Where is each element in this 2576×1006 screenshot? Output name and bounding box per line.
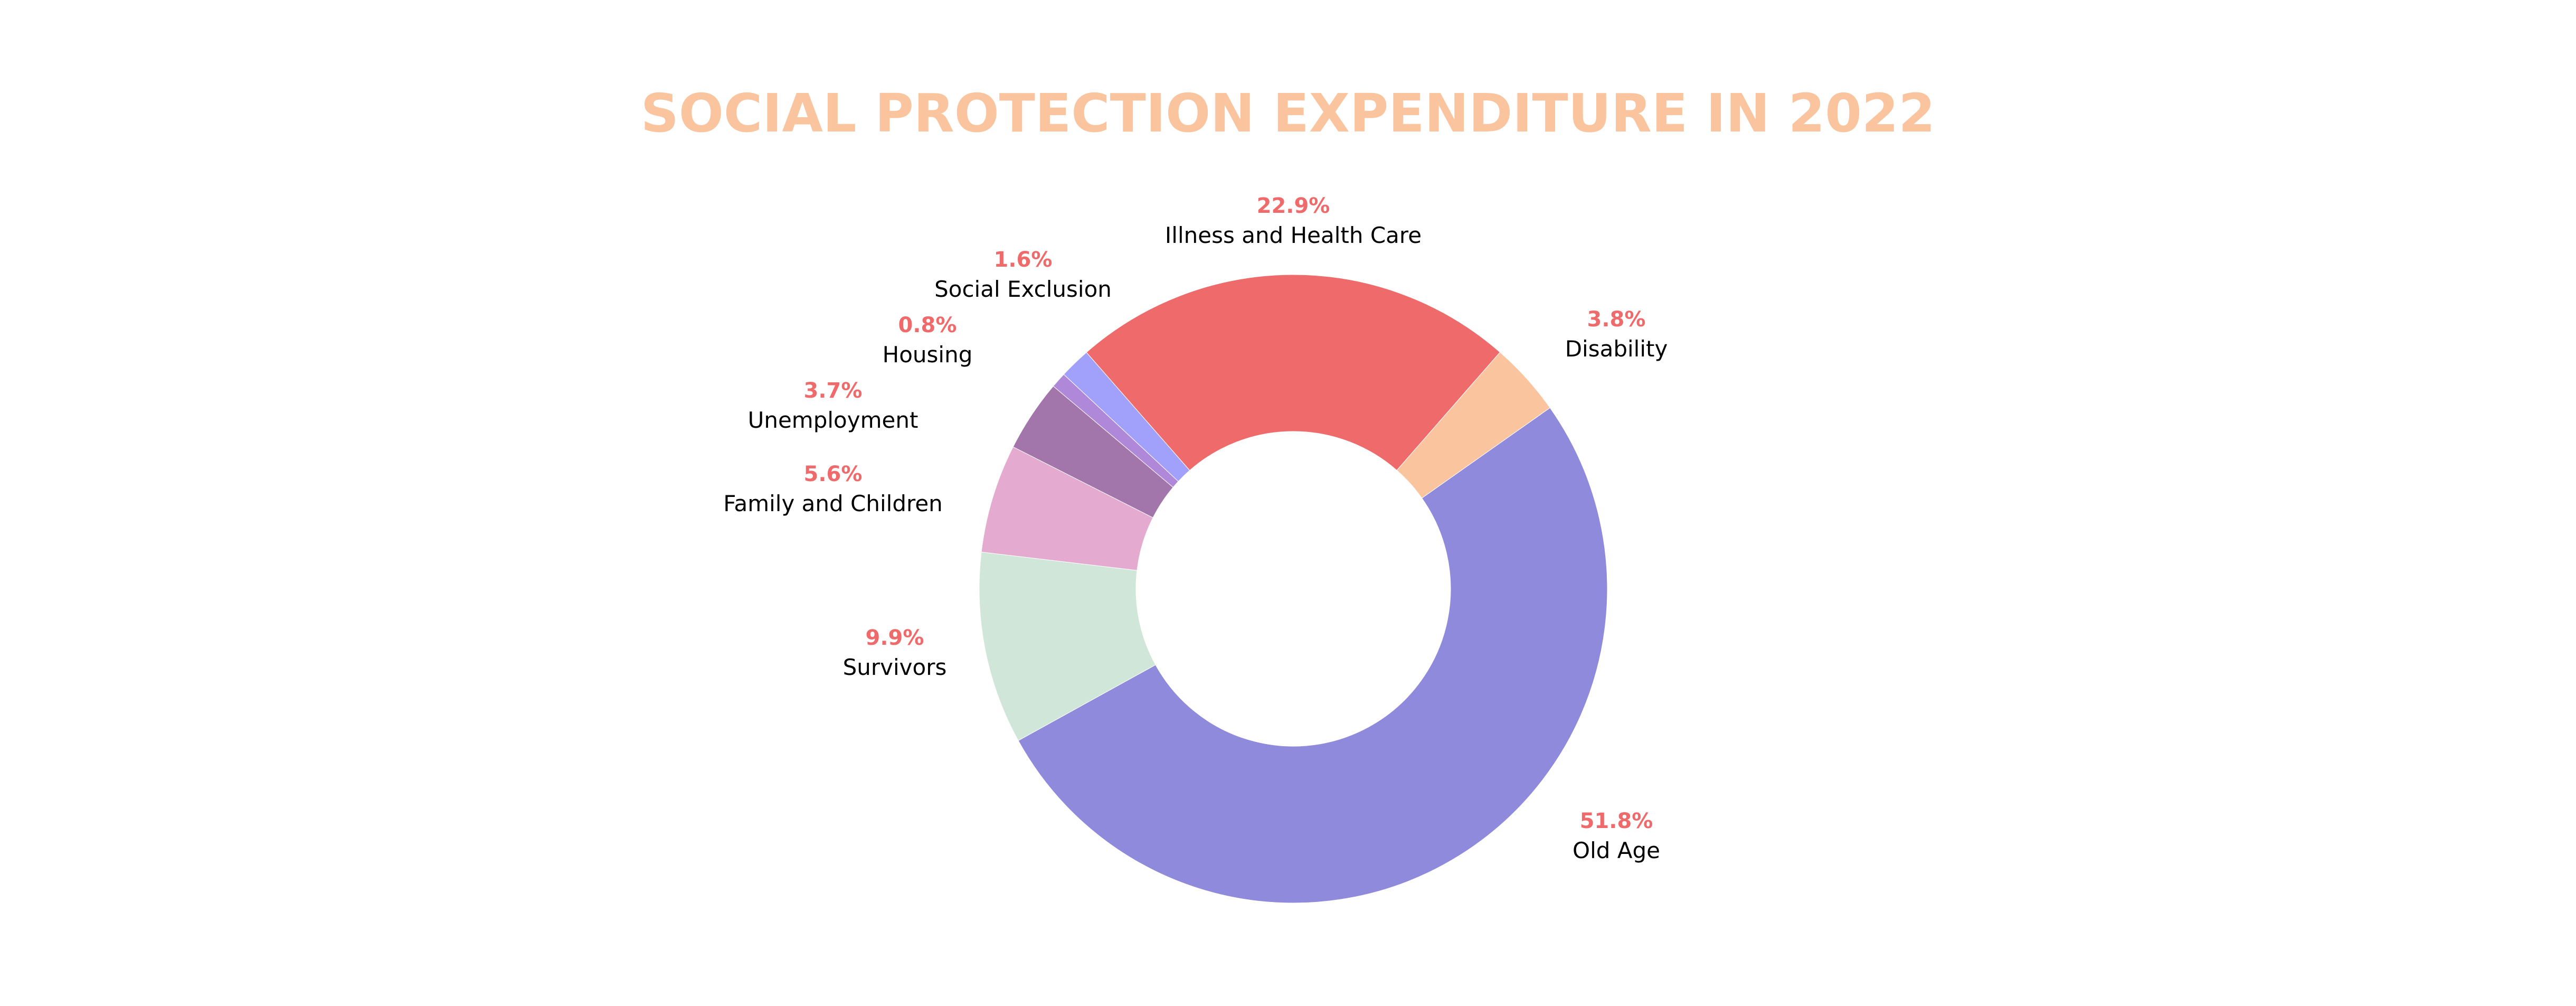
slice-label-disability: 3.8% Disability (1565, 305, 1668, 364)
slice-category: Disability (1565, 336, 1668, 362)
slice-old-age (1018, 407, 1608, 904)
slice-category: Survivors (842, 654, 947, 680)
slice-category: Housing (882, 342, 973, 368)
slice-social-exclusion (1063, 352, 1190, 482)
slice-percent: 5.6% (803, 462, 863, 486)
slice-category: Unemployment (747, 407, 918, 433)
slice-percent: 1.6% (993, 248, 1053, 272)
slice-label-survivors: 9.9% Survivors (843, 623, 947, 682)
slice-label-family-children: 5.6% Family and Children (723, 459, 943, 519)
slice-category: Illness and Health Care (1164, 222, 1422, 248)
slice-illness-and-health-care (1086, 274, 1501, 471)
slice-survivors (979, 551, 1156, 741)
slice-percent: 9.9% (865, 626, 924, 650)
slice-percent: 3.7% (803, 379, 863, 403)
slice-label-illness-health-care: 22.9% Illness and Health Care (1165, 191, 1422, 250)
donut-slices (979, 274, 1608, 904)
slice-percent: 22.9% (1256, 194, 1330, 218)
slice-label-housing: 0.8% Housing (883, 311, 973, 370)
slice-category: Family and Children (723, 491, 943, 516)
slice-category: Social Exclusion (934, 276, 1112, 302)
slice-label-unemployment: 3.7% Unemployment (748, 376, 918, 435)
slice-percent: 0.8% (898, 313, 957, 337)
slice-category: Old Age (1573, 838, 1660, 863)
slice-label-old-age: 51.8% Old Age (1573, 806, 1660, 866)
slice-percent: 3.8% (1587, 307, 1646, 332)
chart-title: SOCIAL PROTECTION EXPENDITURE IN 2022 (640, 82, 1936, 144)
slice-label-social-exclusion: 1.6% Social Exclusion (934, 245, 1112, 304)
slice-percent: 51.8% (1579, 809, 1653, 833)
